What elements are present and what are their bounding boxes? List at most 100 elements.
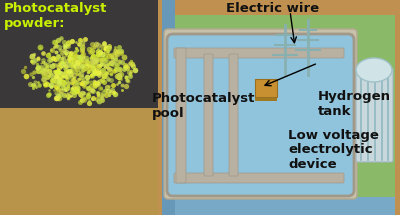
Point xyxy=(60,85,66,89)
Point xyxy=(63,71,70,75)
Point xyxy=(109,84,116,87)
FancyBboxPatch shape xyxy=(164,29,357,199)
Point xyxy=(62,88,68,92)
Point xyxy=(59,62,66,66)
Point xyxy=(112,58,118,62)
Point xyxy=(51,41,58,44)
Point xyxy=(41,68,47,71)
Point xyxy=(90,70,97,74)
Point xyxy=(66,54,73,58)
Point xyxy=(54,85,60,88)
Text: Photocatalyst
powder:: Photocatalyst powder: xyxy=(4,2,107,30)
Point xyxy=(60,74,67,77)
Point xyxy=(79,64,85,68)
Point xyxy=(85,60,92,64)
Point xyxy=(60,80,66,84)
Point xyxy=(92,60,98,63)
Point xyxy=(109,56,115,60)
Point xyxy=(118,78,124,81)
Point xyxy=(108,61,114,65)
Point xyxy=(81,60,88,63)
Point xyxy=(91,84,98,88)
Point xyxy=(55,38,62,41)
Point xyxy=(65,69,72,72)
Point xyxy=(56,63,62,66)
Point xyxy=(76,59,82,63)
Point xyxy=(58,79,65,82)
Point xyxy=(98,59,104,63)
Point xyxy=(62,60,69,64)
Point xyxy=(53,40,60,44)
Point xyxy=(55,58,62,61)
Point xyxy=(60,80,66,84)
Point xyxy=(40,73,47,76)
Point xyxy=(65,87,71,90)
Point xyxy=(54,71,60,74)
Point xyxy=(48,74,55,77)
Point xyxy=(48,84,54,87)
Point xyxy=(113,68,119,72)
Point xyxy=(74,88,81,92)
Point xyxy=(60,63,66,66)
Point xyxy=(56,48,63,51)
Point xyxy=(80,55,86,59)
Point xyxy=(54,76,61,79)
Point xyxy=(64,91,70,95)
Point xyxy=(75,78,81,81)
Point xyxy=(77,59,83,63)
Point xyxy=(123,75,129,78)
Point xyxy=(62,70,69,73)
Point xyxy=(94,47,101,51)
Point xyxy=(46,51,52,55)
Point xyxy=(64,43,70,47)
Point xyxy=(50,62,56,65)
Point xyxy=(106,70,113,73)
Point xyxy=(60,63,66,67)
Point xyxy=(68,86,75,90)
Point xyxy=(69,39,75,42)
Point xyxy=(90,89,96,93)
Point xyxy=(46,58,52,62)
Point xyxy=(101,47,108,51)
Point xyxy=(91,45,98,48)
Point xyxy=(100,68,106,72)
Point xyxy=(84,60,90,63)
Point xyxy=(20,69,26,72)
Point xyxy=(28,72,34,76)
Point xyxy=(77,39,84,42)
Point xyxy=(42,61,48,65)
Point xyxy=(84,65,91,69)
Point xyxy=(58,63,65,66)
Point xyxy=(71,54,78,58)
Point xyxy=(106,54,112,58)
Point xyxy=(115,63,122,66)
Point xyxy=(128,60,134,63)
Point xyxy=(96,100,102,103)
Point xyxy=(89,88,95,91)
Point xyxy=(111,56,118,60)
Point xyxy=(112,92,118,95)
Point xyxy=(86,98,92,101)
Point xyxy=(56,82,62,86)
Point xyxy=(68,94,74,98)
Point xyxy=(84,75,90,79)
Point xyxy=(30,60,37,63)
Point xyxy=(67,71,73,74)
Point xyxy=(54,69,61,72)
FancyBboxPatch shape xyxy=(255,95,277,101)
Polygon shape xyxy=(162,0,175,215)
Point xyxy=(70,56,76,60)
Point xyxy=(65,67,72,71)
Point xyxy=(104,67,111,70)
Point xyxy=(114,83,120,86)
Point xyxy=(129,62,136,66)
Polygon shape xyxy=(162,197,395,215)
FancyBboxPatch shape xyxy=(356,68,393,162)
Point xyxy=(89,88,96,92)
Point xyxy=(78,98,85,101)
Point xyxy=(52,82,58,86)
Point xyxy=(95,64,101,67)
Point xyxy=(122,63,128,67)
Point xyxy=(102,46,108,50)
Point xyxy=(95,52,102,55)
